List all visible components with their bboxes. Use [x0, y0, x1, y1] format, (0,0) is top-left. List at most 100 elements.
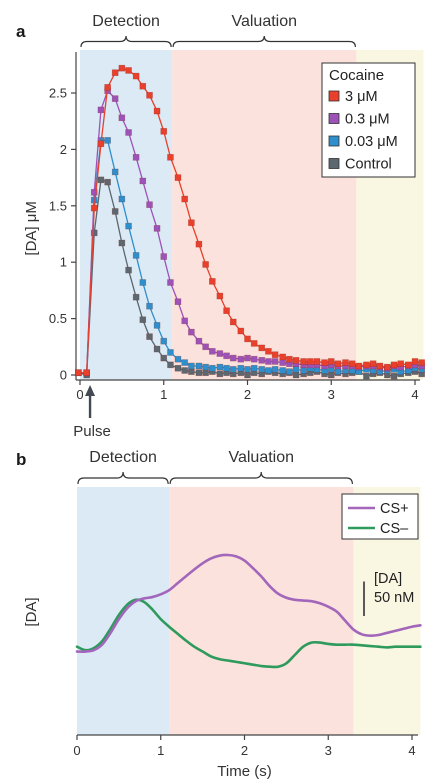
point-3-um-16 — [188, 219, 195, 227]
y-axis-label-b: [DA] — [23, 597, 40, 626]
point-3-um-27 — [265, 348, 272, 355]
pulse-arrow-head — [85, 385, 96, 396]
legend-entry-control: Control — [345, 157, 392, 173]
point-0-3-um-3 — [97, 106, 105, 114]
legend-entry-0-3-um: 0.3 μM — [345, 112, 390, 128]
legend-swatch-3-um — [328, 90, 340, 102]
point-0-03-um-24 — [244, 366, 251, 373]
point-3-um-37 — [334, 360, 342, 368]
point-0-3-um-16 — [188, 328, 195, 336]
point-control-41 — [363, 372, 370, 380]
point-0-3-um-17 — [195, 337, 203, 345]
point-0-03-um-10 — [146, 302, 153, 310]
point-3-um-33 — [307, 358, 314, 365]
point-control-18 — [202, 369, 209, 377]
point-control-6 — [118, 239, 126, 247]
series-line-b-cs — [75, 598, 422, 669]
point-3-um-2 — [90, 204, 98, 212]
point-0-03-um-21 — [223, 364, 230, 372]
legend-entry-0-03-um: 0.03 μM — [345, 134, 398, 150]
point-0-3-um-24 — [244, 354, 251, 362]
point-0-03-um-22 — [229, 366, 237, 373]
point-0-03-um-20 — [216, 363, 224, 371]
point-0-03-um-17 — [195, 362, 203, 370]
point-control-11 — [153, 345, 161, 353]
point-0-3-um-23 — [237, 355, 245, 363]
point-0-3-um-5 — [111, 95, 119, 102]
series-3-um — [75, 64, 426, 377]
point-3-um-17 — [195, 240, 203, 248]
y-axis-label: [DA] μM — [23, 201, 40, 255]
point-3-um-39 — [348, 360, 356, 368]
point-control-5 — [111, 208, 119, 215]
x-tick-label-2: 2 — [244, 387, 251, 402]
x-tick-label-b-4: 4 — [408, 743, 415, 758]
scale-bar-label-1: [DA] — [374, 571, 402, 587]
point-control-15 — [181, 367, 188, 374]
point-control-13 — [167, 361, 174, 369]
point-control-4 — [104, 178, 111, 186]
point-0-3-um-10 — [146, 201, 153, 208]
brace-b-valuation — [169, 471, 353, 485]
x-tick-label-1: 1 — [160, 387, 167, 402]
point-0-03-um-7 — [125, 222, 132, 230]
point-0-03-um-5 — [111, 168, 119, 176]
y-tick-label-1: 1 — [60, 255, 67, 270]
point-3-um-1 — [83, 369, 90, 377]
series-line-b-cs — [75, 553, 422, 653]
point-3-um-43 — [376, 362, 384, 370]
point-3-um-14 — [174, 174, 182, 181]
point-0-3-um-13 — [167, 279, 174, 286]
point-3-um-19 — [209, 278, 216, 285]
point-3-um-24 — [244, 335, 251, 343]
point-0-03-um-23 — [237, 364, 245, 372]
point-0-03-um-15 — [181, 359, 188, 366]
legend-a: Cocaine 3 μM 0.3 μM 0.03 μM Control — [321, 62, 416, 178]
point-control-12 — [160, 354, 168, 362]
point-0-3-um-19 — [209, 348, 216, 355]
y-tick-label-2-5: 2.5 — [49, 86, 67, 101]
point-control-8 — [132, 293, 140, 301]
point-0-3-um-25 — [250, 355, 258, 363]
panel-a: a Detection Valuation 0 1 2 3 4 0 0.5 1 1.5 2 2.5 [DA]… — [16, 13, 426, 440]
point-0-3-um-20 — [216, 350, 224, 357]
legend-title: Cocaine — [329, 67, 384, 84]
point-control-31 — [292, 371, 300, 379]
point-3-um-18 — [202, 261, 209, 268]
point-0-03-um-9 — [139, 279, 147, 286]
point-0-3-um-27 — [265, 358, 272, 365]
legend-box-b — [341, 493, 419, 540]
point-0-3-um-18 — [202, 343, 209, 351]
point-0-3-um-7 — [125, 129, 132, 136]
point-3-um-11 — [153, 107, 161, 115]
point-0-3-um-21 — [223, 352, 230, 360]
point-control-20 — [216, 370, 224, 378]
point-3-um-23 — [237, 327, 245, 335]
panel-letter-b: b — [16, 450, 26, 469]
point-0-03-um-16 — [188, 362, 195, 370]
point-control-24 — [244, 371, 251, 379]
x-tick-label-b-0: 0 — [73, 743, 80, 758]
point-0-03-um-28 — [271, 366, 279, 373]
pulse-annotation: Pulse — [73, 423, 111, 440]
point-0-3-um-12 — [160, 253, 168, 260]
point-0-3-um-28 — [271, 358, 279, 365]
point-3-um-4 — [104, 84, 111, 91]
point-0-03-um-32 — [300, 367, 307, 374]
point-3-um-25 — [250, 340, 258, 347]
point-3-um-12 — [160, 128, 168, 135]
point-control-17 — [195, 369, 203, 377]
x-tick-label-b-3: 3 — [325, 743, 332, 758]
point-0-03-um-19 — [209, 364, 216, 372]
point-3-um-20 — [216, 292, 224, 300]
point-0-03-um-27 — [265, 367, 272, 374]
point-3-um-35 — [321, 359, 328, 366]
point-0-03-um-26 — [258, 366, 266, 373]
scale-bar-label-2: 50 nM — [374, 590, 414, 606]
point-3-um-9 — [139, 82, 147, 90]
point-0-3-um-2 — [90, 188, 98, 196]
point-3-um-48 — [411, 358, 419, 365]
series-0-03-um — [75, 137, 426, 377]
point-0-03-um-37 — [334, 368, 342, 375]
point-3-um-46 — [397, 360, 405, 368]
